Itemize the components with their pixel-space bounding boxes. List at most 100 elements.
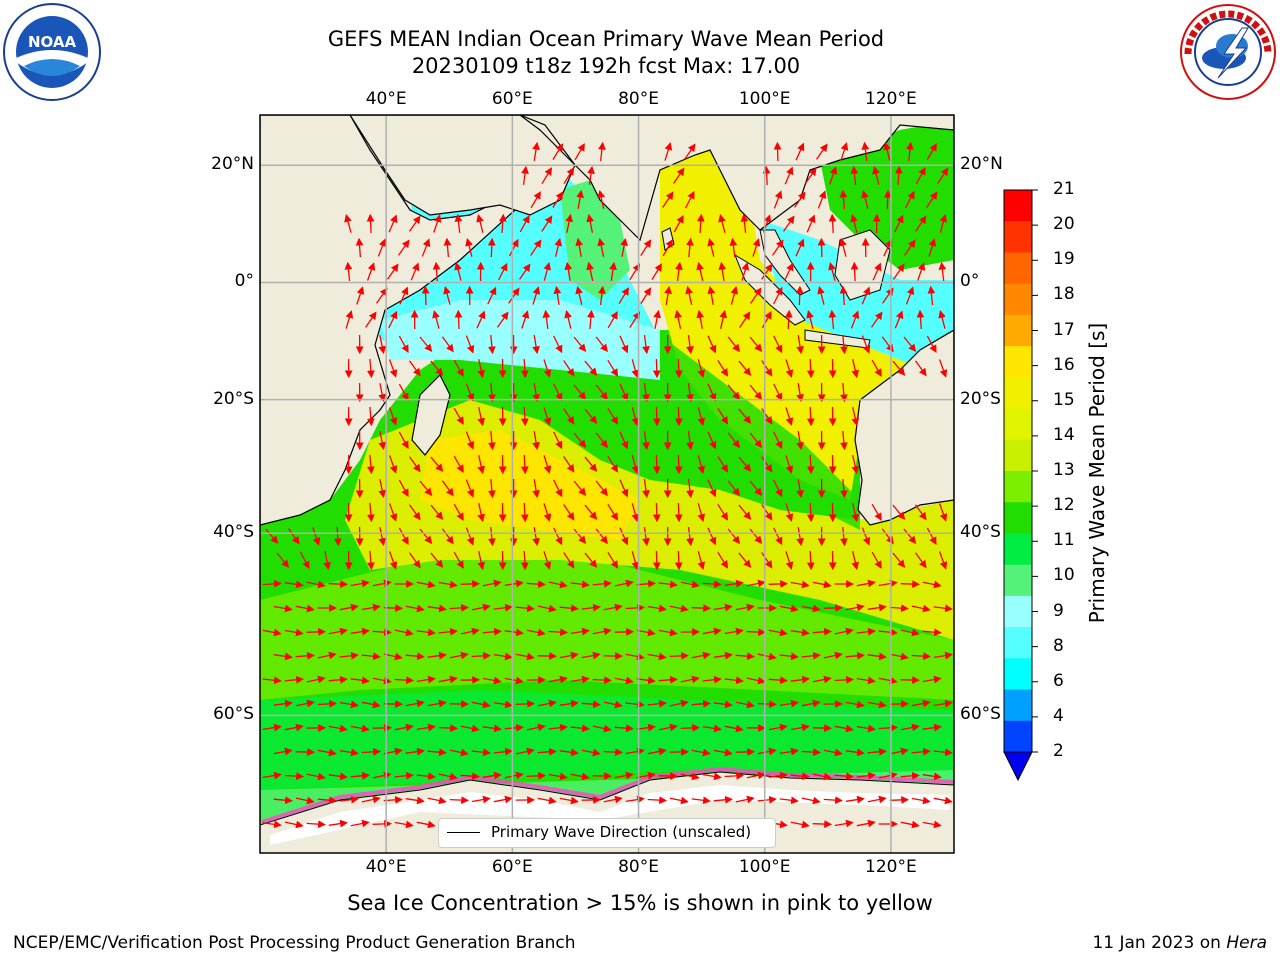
wave-direction-arrow — [537, 796, 557, 805]
colorbar-tick-label: 18 — [1053, 284, 1075, 305]
wave-direction-arrow — [926, 335, 937, 354]
wave-direction-arrow — [597, 189, 605, 209]
wave-direction-arrow — [702, 772, 722, 781]
wave-direction-arrow — [477, 503, 486, 523]
map-frame — [259, 114, 955, 854]
wave-direction-arrow — [691, 699, 711, 708]
wave-direction-arrow — [867, 747, 887, 756]
wave-direction-arrow — [768, 771, 788, 780]
axis-tick-label: 60°S — [960, 704, 1001, 725]
wave-direction-arrow — [477, 407, 486, 427]
wave-direction-arrow — [398, 431, 409, 450]
wave-direction-arrow — [262, 676, 282, 685]
wave-direction-arrow — [416, 580, 436, 589]
wave-direction-arrow — [647, 699, 667, 708]
wave-direction-arrow — [394, 628, 414, 637]
wave-direction-arrow — [366, 550, 375, 571]
wave-direction-arrow — [674, 550, 683, 571]
wave-direction-arrow — [498, 213, 507, 234]
wave-direction-arrow — [498, 262, 508, 281]
wave-direction-arrow — [471, 795, 491, 804]
wave-direction-arrow — [851, 455, 860, 475]
wave-direction-arrow — [724, 627, 744, 636]
wave-direction-arrow — [669, 796, 689, 805]
wave-direction-arrow — [749, 384, 763, 401]
legend-label: Primary Wave Direction (unscaled) — [491, 823, 752, 841]
wave-direction-arrow — [867, 795, 887, 804]
axis-tick-label: 40°S — [213, 522, 254, 543]
wave-direction-arrow — [388, 214, 398, 233]
wave-direction-arrow — [564, 261, 573, 282]
wave-direction-arrow — [894, 310, 904, 329]
wave-direction-arrow — [834, 627, 854, 636]
wave-direction-arrow — [845, 748, 865, 757]
wave-direction-arrow — [488, 382, 496, 403]
wave-direction-arrow — [828, 166, 838, 185]
wave-direction-arrow — [738, 552, 752, 568]
wave-direction-arrow — [317, 699, 337, 708]
wave-direction-arrow — [856, 724, 876, 733]
wave-direction-arrow — [922, 580, 942, 589]
wave-direction-arrow — [595, 480, 608, 497]
axis-tick-label: 60°E — [491, 857, 533, 877]
wave-direction-arrow — [878, 723, 898, 732]
wave-direction-arrow — [872, 262, 882, 281]
svg-text:NOAA: NOAA — [28, 33, 77, 51]
wave-direction-arrow — [388, 455, 398, 474]
wave-direction-arrow — [713, 651, 733, 660]
wave-direction-arrow — [520, 406, 529, 427]
wave-direction-arrow — [345, 310, 354, 329]
wave-direction-arrow — [933, 651, 953, 660]
wave-direction-arrow — [405, 747, 425, 756]
wave-direction-arrow — [867, 700, 887, 709]
axis-tick-label: 60°E — [491, 89, 533, 109]
wave-direction-arrow — [526, 771, 546, 780]
wave-direction-arrow — [761, 310, 772, 329]
wave-direction-arrow — [339, 700, 359, 709]
wave-direction-arrow — [933, 604, 953, 613]
wave-direction-arrow — [306, 772, 326, 781]
wave-direction-arrow — [684, 143, 696, 160]
wave-direction-arrow — [306, 628, 326, 636]
wave-direction-arrow — [587, 165, 595, 185]
wave-direction-arrow — [438, 627, 458, 636]
wave-direction-arrow — [333, 526, 342, 547]
wave-direction-arrow — [488, 526, 496, 547]
axis-tick-label: 0° — [234, 271, 254, 292]
wave-direction-arrow — [603, 748, 623, 757]
wave-direction-arrow — [276, 552, 290, 569]
wave-direction-arrow — [597, 237, 605, 257]
wave-direction-arrow — [521, 165, 529, 185]
wave-direction-arrow — [812, 627, 832, 636]
wave-direction-arrow — [573, 432, 587, 449]
wave-direction-arrow — [614, 579, 634, 588]
noaa-logo: NOAA — [3, 3, 101, 101]
wave-direction-arrow — [784, 262, 794, 281]
wave-direction-arrow — [727, 336, 740, 353]
axis-tick-label: 80°E — [618, 857, 659, 877]
wave-direction-arrow — [553, 479, 563, 498]
wave-direction-arrow — [870, 311, 883, 328]
axis-tick-label: 60°S — [213, 704, 254, 725]
wave-direction-arrow — [845, 795, 865, 804]
wave-direction-arrow — [443, 237, 452, 258]
footer-credit: NCEP/EMC/Verification Post Processing Pr… — [13, 933, 576, 953]
wave-direction-arrow — [265, 528, 279, 544]
wave-direction-arrow — [773, 383, 783, 402]
wave-direction-arrow — [889, 796, 909, 804]
wave-direction-arrow — [815, 143, 828, 160]
wave-direction-arrow — [911, 699, 931, 708]
colorbar-swatch — [1004, 595, 1032, 628]
wave-direction-arrow — [618, 287, 629, 305]
wave-direction-arrow — [707, 285, 716, 306]
footer-machine: Hera — [1226, 933, 1267, 953]
axis-tick-label: 40°S — [960, 522, 1001, 543]
wave-direction-arrow — [607, 407, 619, 425]
wave-direction-arrow — [532, 526, 540, 547]
wave-direction-arrow — [697, 359, 706, 378]
wave-direction-arrow — [312, 527, 321, 546]
wave-direction-arrow — [619, 431, 629, 450]
wave-direction-arrow — [642, 335, 650, 355]
map-legend: Primary Wave Direction (unscaled) — [438, 818, 776, 848]
wave-direction-arrow — [573, 480, 587, 497]
